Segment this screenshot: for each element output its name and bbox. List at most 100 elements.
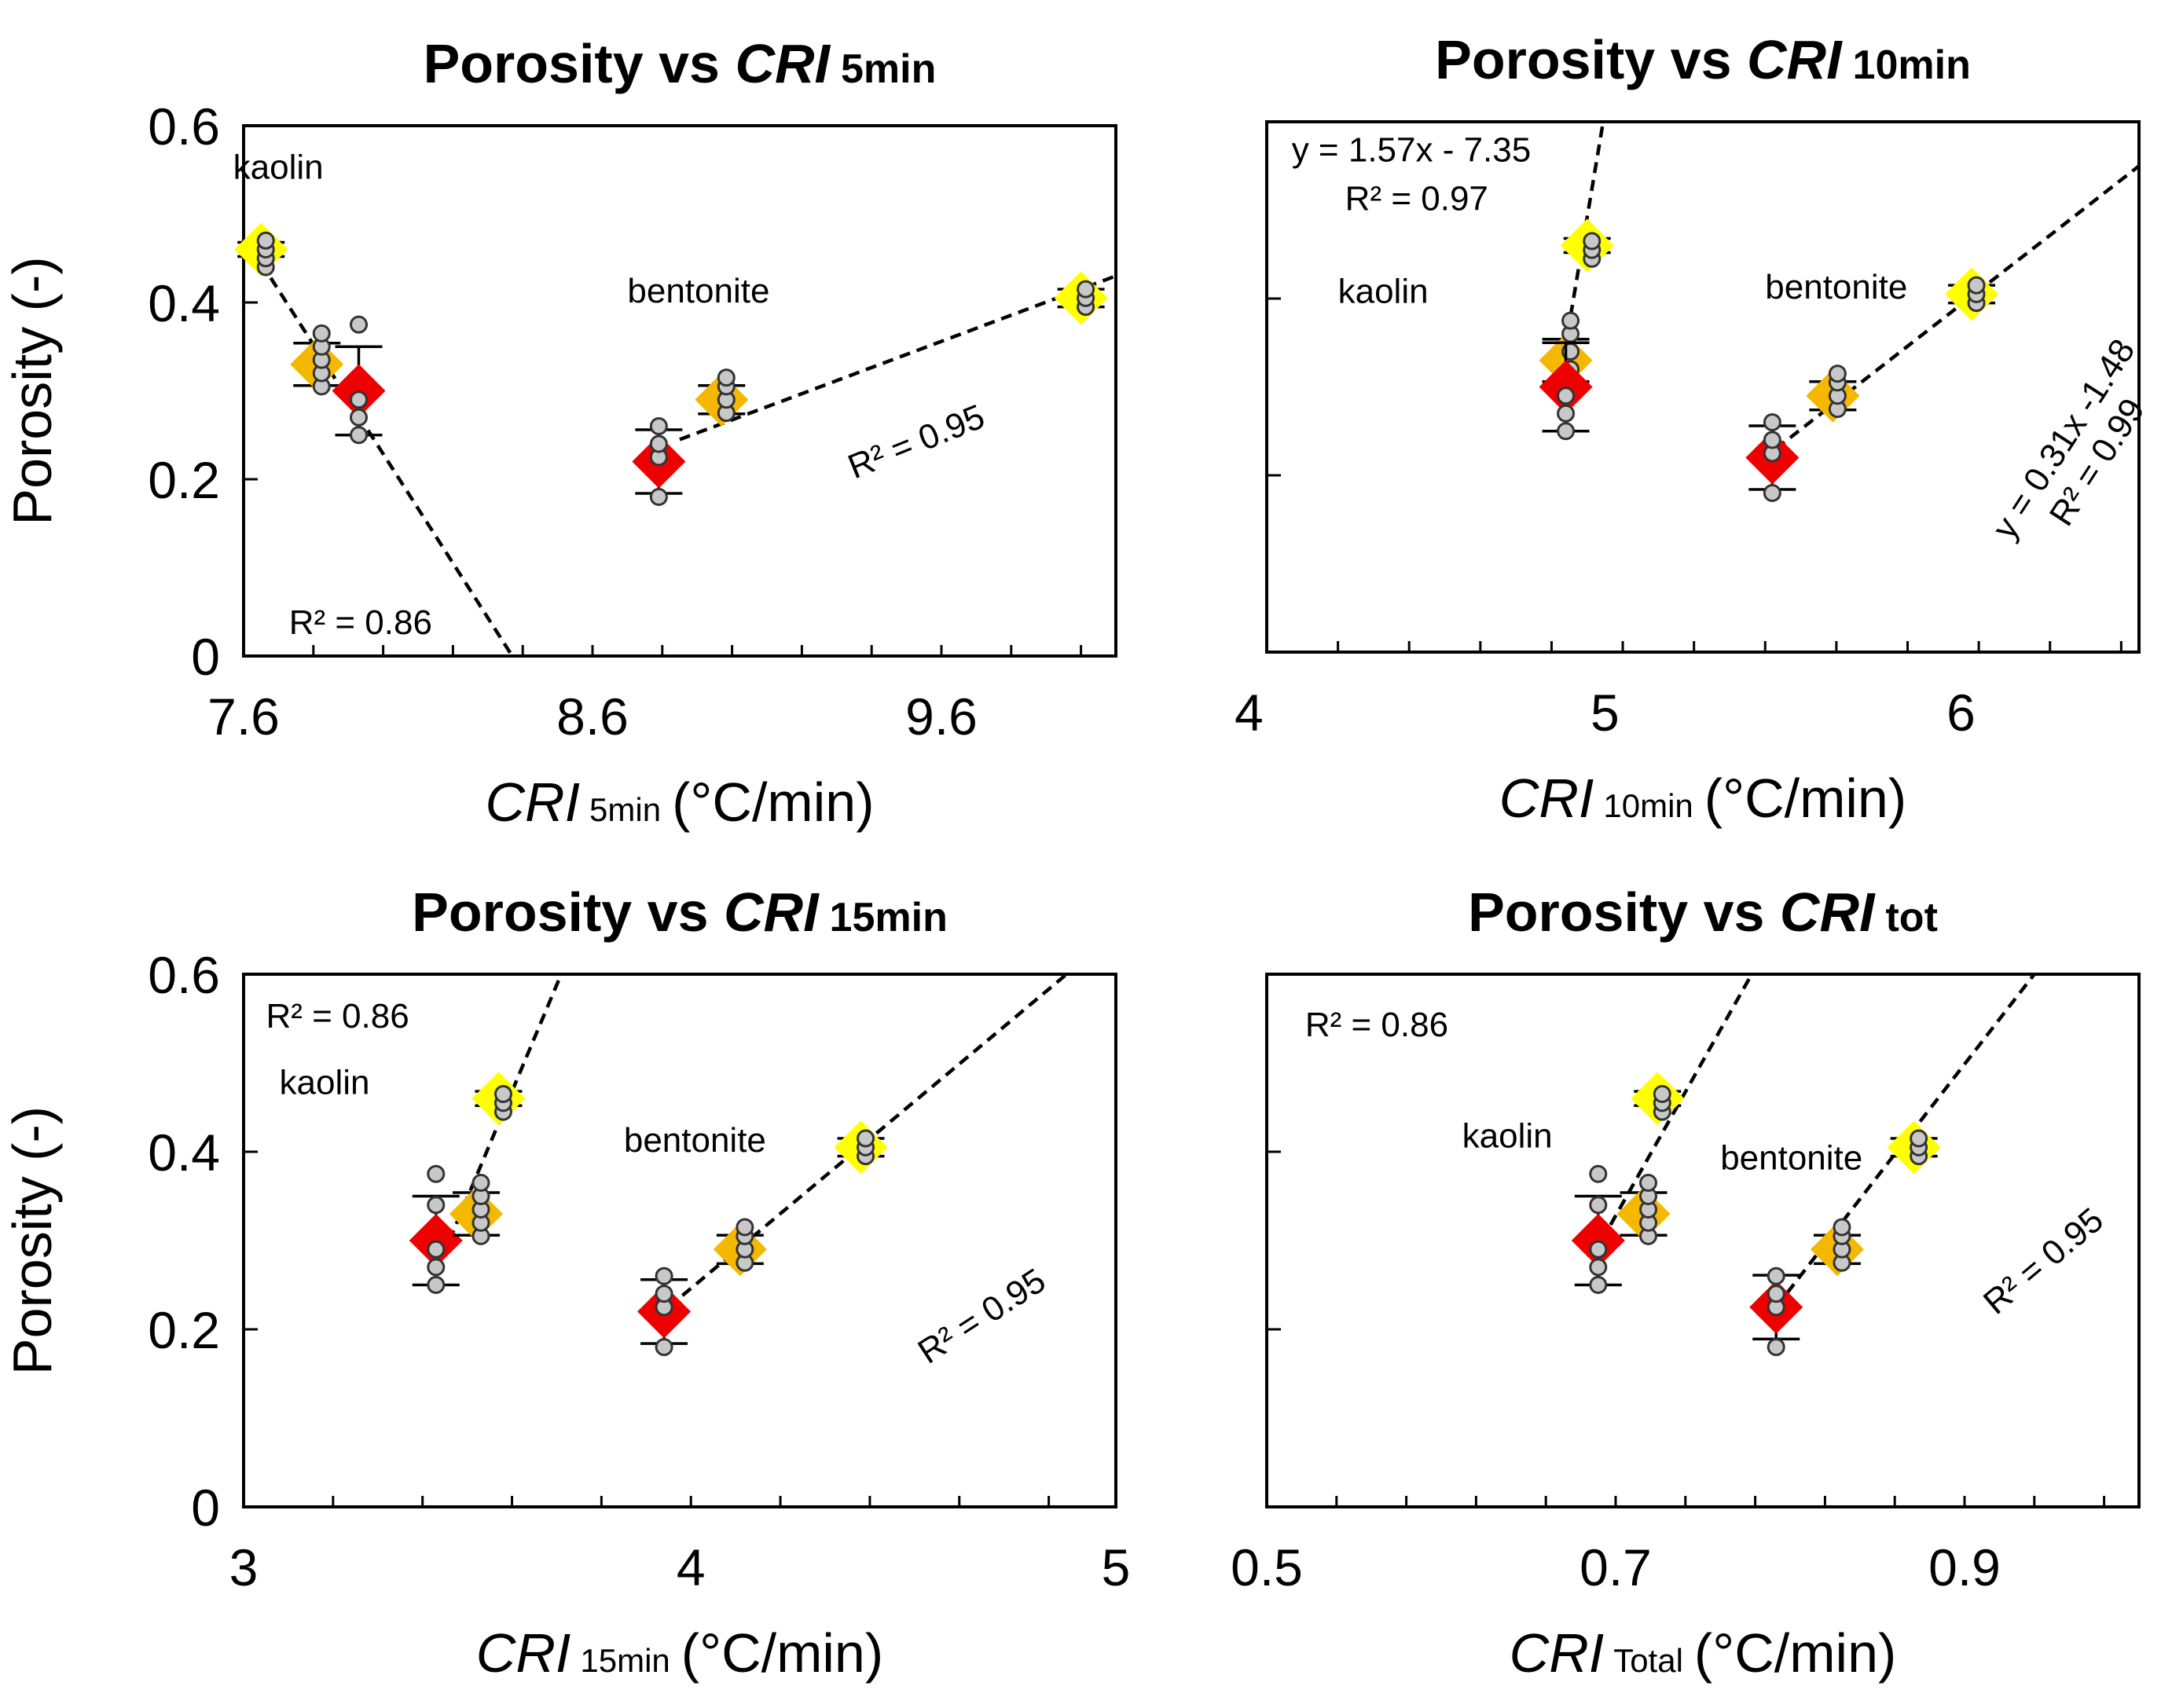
replicate-point [1767,1285,1785,1303]
data-point [1560,218,1614,273]
replicate-point [427,1258,446,1277]
annotation: R² = 0.86 [266,997,409,1035]
replicate-point [1557,404,1576,423]
y-tick-label: 0.6 [148,946,220,1004]
data-point [449,1174,503,1245]
y-tick-label: 0.2 [148,451,220,509]
chart-title: Porosity vs CRI 5min [424,33,937,94]
annotation: bentonite [627,272,769,310]
replicate-point [1589,1276,1608,1294]
replicate-point [427,1276,446,1294]
replicate-point [655,1285,673,1303]
annotation: bentonite [624,1121,766,1160]
replicate-point [1763,413,1781,431]
replicate-point [655,1266,673,1285]
replicate-point [1763,484,1781,502]
annotation: kaolin [280,1064,370,1102]
x-axis-label-italic: CRI [1499,768,1594,829]
annotation: kaolin [233,148,324,187]
data-point [713,1218,767,1277]
replicate-point [1763,431,1781,449]
annotation: kaolin [1462,1116,1553,1155]
data-point [290,324,344,396]
series-bentonite [637,1120,888,1357]
replicate-point [736,1218,754,1237]
replicate-point [1828,365,1847,383]
x-axis-label-units: (°C/min) [681,1622,883,1684]
x-axis-label-subscript: 10min [1603,787,1693,824]
plot-frame [1265,120,2141,654]
series-bentonite [632,271,1108,506]
annotation: R² = 0.95 [1976,1200,2111,1322]
replicate-point [649,417,668,435]
annotation: R² = 0.95 [912,1261,1053,1371]
y-axis-label: Porosity (-) [2,256,63,525]
plot-frame [242,124,1117,658]
x-axis-label-italic: CRI [476,1622,571,1684]
chart-title-italic: CRI [724,881,820,943]
data-point [637,1266,692,1357]
x-axis-label: CRI 15min (°C/min) [476,1622,883,1684]
data-point [1887,1120,1941,1175]
chart-title: Porosity vs CRI 15min [412,881,948,943]
x-axis-label: CRI 5min (°C/min) [485,772,874,833]
replicate-point [649,488,668,506]
series-kaolin [1571,1072,1685,1294]
data-point [1945,267,1999,321]
data-point [632,417,686,506]
chart-title-text: Porosity vs [1468,881,1780,943]
x-axis-label-subscript: 15min [580,1642,670,1679]
x-axis-label-units: (°C/min) [1694,1622,1896,1684]
replicate-point [493,1085,512,1104]
y-tick-label: 0.2 [148,1301,220,1359]
data-point [471,1072,526,1126]
x-tick-label: 0.9 [1928,1538,2001,1596]
chart-title-subscript: 5min [841,46,936,92]
data-point [409,1164,463,1294]
x-tick-label: 4 [1235,684,1264,742]
replicate-point [1589,1164,1608,1183]
annotation: R² = 0.95 [842,398,989,487]
chart-title-italic: CRI [1747,29,1843,90]
replicate-point [1653,1085,1671,1104]
replicate-point [1589,1196,1608,1215]
series-kaolin [1539,218,1614,441]
replicate-point [427,1164,446,1183]
data-point [234,222,288,277]
chart-title-italic: CRI [735,33,831,94]
chart-title: Porosity vs CRI tot [1468,881,1938,943]
trendline [259,262,514,656]
x-tick-label: 5 [1590,684,1620,742]
data-point [1749,1266,1803,1357]
replicate-point [1767,1338,1785,1357]
data-point [1631,1072,1685,1126]
chart-title-text: Porosity vs [424,33,736,94]
replicate-point [350,390,369,409]
trendline [447,974,563,1241]
x-tick-label: 9.6 [905,687,978,746]
x-axis-label: CRI Total (°C/min) [1510,1622,1897,1684]
replicate-point [1967,276,1986,295]
replicate-point [1639,1174,1658,1193]
x-tick-label: 6 [1946,684,1976,742]
x-axis-label-subscript: 5min [589,791,661,828]
trendline [1600,974,1754,1242]
plot-frame [1265,973,2141,1508]
series-kaolin [409,1072,526,1294]
annotation: R² = 0.86 [1305,1006,1448,1044]
data-point [695,368,749,427]
replicate-point [1561,311,1580,330]
trendlines [1600,974,2036,1309]
x-tick-label: 5 [1102,1538,1131,1596]
replicate-point [350,408,369,427]
replicate-point [312,324,331,343]
replicate-point [427,1240,446,1259]
data-point [1616,1174,1671,1245]
x-axis-label-units: (°C/min) [672,772,874,833]
replicate-point [1583,232,1601,251]
